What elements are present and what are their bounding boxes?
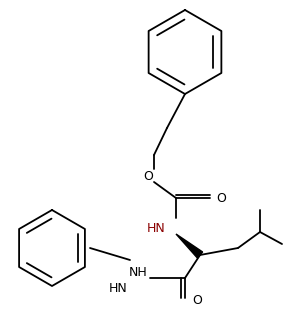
Text: O: O [143,169,153,183]
Text: HN: HN [109,281,128,295]
Text: HN: HN [147,222,166,234]
Text: O: O [192,295,202,308]
Polygon shape [176,234,203,258]
Text: NH: NH [129,266,148,279]
Text: O: O [216,192,226,204]
